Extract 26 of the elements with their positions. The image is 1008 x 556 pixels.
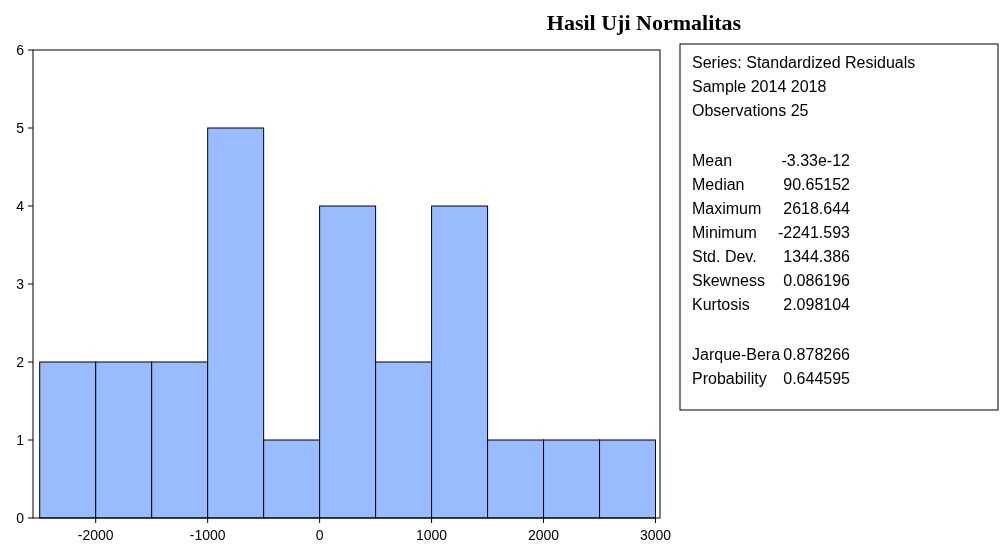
y-tick-label: 6 [16, 41, 25, 58]
text: Median 90.65152 [692, 176, 850, 193]
x-tick-label: 3000 [639, 527, 672, 543]
y-tick-label: 1 [16, 431, 25, 448]
y-tick-label: 0 [16, 509, 25, 526]
chart-title: Hasil Uji Normalitas [546, 10, 742, 35]
y-tick-label: 3 [16, 275, 25, 292]
text: Sample 2014 2018 [692, 78, 827, 95]
text: Kurtosis 2.098104 [692, 296, 850, 313]
text: Minimum -2241.593 [692, 224, 850, 241]
text: Std. Dev. 1344.386 [692, 248, 850, 265]
text: Maximum 2618.644 [692, 200, 850, 217]
text: Jarque-Bera 0.878266 [692, 346, 851, 363]
text: Probability 0.644595 [692, 370, 851, 387]
y-tick-label: 5 [16, 119, 25, 136]
x-tick-label: -1000 [189, 527, 226, 543]
x-tick-label: 0 [315, 527, 324, 543]
y-tick-label: 2 [16, 353, 25, 370]
text: Mean -3.33e-12 [692, 152, 850, 169]
text: Observations 25 [692, 102, 809, 119]
text: Series: Standardized Residuals [692, 54, 916, 71]
x-tick-label: 1000 [416, 527, 448, 543]
y-tick-label: 4 [16, 197, 25, 214]
x-tick-label: -2000 [77, 527, 114, 543]
text: Skewness 0.086196 [692, 272, 851, 289]
x-tick-label: 2000 [527, 527, 560, 543]
